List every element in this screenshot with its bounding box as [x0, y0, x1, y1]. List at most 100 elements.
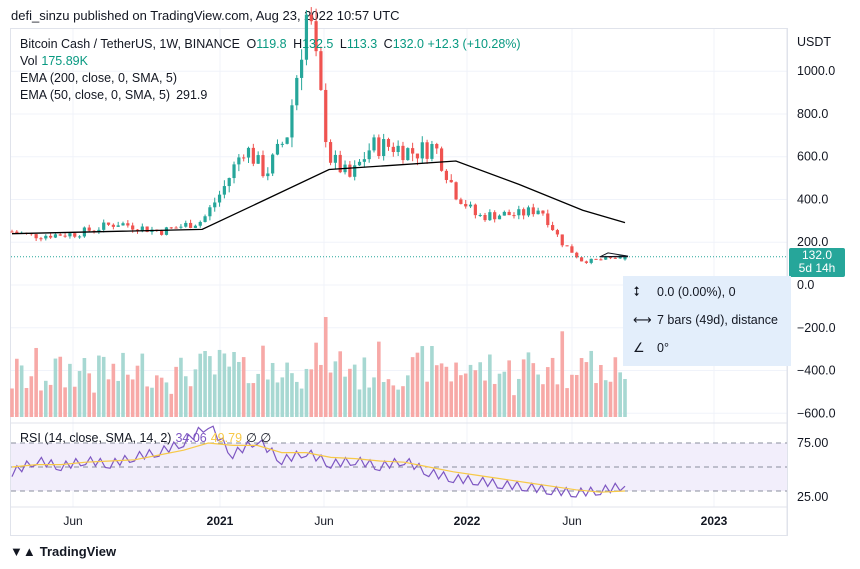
measure-bars-row: ⟷ 7 bars (49d), distance — [633, 312, 778, 328]
rsi-tick-label: 25.00 — [797, 490, 828, 504]
volume-bar — [212, 374, 217, 417]
price-tick-label: −400.0 — [797, 364, 836, 378]
candle-body — [208, 207, 212, 217]
rsi-extra: ∅ ∅ — [246, 431, 272, 445]
open-value: 119.8 — [256, 37, 287, 51]
volume-bar — [150, 387, 154, 417]
volume-bar — [333, 361, 338, 417]
volume-bar — [343, 376, 347, 417]
volume-bar — [608, 381, 613, 417]
candle-body — [295, 77, 299, 106]
price-tick-label: 0.0 — [797, 278, 814, 292]
volume-bar — [507, 360, 511, 417]
time-tick-label: 2023 — [701, 514, 728, 528]
volume-bar — [290, 373, 294, 417]
volume-bar — [415, 352, 420, 417]
legend-volume-row[interactable]: Vol 175.89K — [20, 53, 521, 70]
candle-body — [382, 139, 386, 157]
candle-body — [599, 259, 603, 261]
change-value: +12.3 (+10.28%) — [427, 37, 521, 51]
volume-bar — [594, 383, 598, 417]
candle-body — [314, 21, 318, 52]
candle-body — [512, 215, 516, 217]
candle-body — [251, 147, 255, 164]
volume-bar — [193, 369, 198, 417]
candle-body — [570, 246, 574, 253]
time-tick-label: Jun — [562, 514, 581, 528]
symbol-title[interactable]: Bitcoin Cash / TetherUS, 1W, BINANCE — [20, 37, 240, 51]
volume-bar — [111, 363, 116, 417]
rsi-legend[interactable]: RSI (14, close, SMA, 14, 2) 34.06 49.79 ∅ ∅ — [20, 430, 271, 445]
price-tick-label: 800.0 — [797, 107, 828, 121]
legend-symbol-row: Bitcoin Cash / TetherUS, 1W, BINANCE O11… — [20, 36, 521, 53]
candle-body — [290, 105, 294, 138]
candle-body — [604, 257, 608, 260]
volume-bar — [155, 375, 159, 417]
volume-bar — [357, 389, 362, 417]
candle-body — [131, 225, 135, 230]
volume-bar — [367, 387, 371, 417]
candle-body — [546, 213, 550, 226]
volume-bar — [454, 362, 458, 417]
volume-bar — [68, 363, 72, 417]
candle-body — [594, 258, 598, 260]
volume-bar — [483, 380, 487, 417]
volume-bar — [459, 375, 463, 417]
legend-ema50-row[interactable]: EMA (50, close, 0, SMA, 5) 291.9 — [20, 87, 521, 104]
candle-body — [483, 214, 487, 221]
candle-body — [328, 142, 333, 163]
volume-bar — [323, 317, 328, 417]
close-label: C — [383, 37, 393, 51]
candle-body — [97, 229, 101, 232]
volume-bar — [348, 368, 352, 417]
volume-bars — [10, 317, 627, 417]
candle-body — [280, 143, 284, 145]
volume-value: 175.89K — [41, 54, 88, 68]
candle-body — [541, 210, 545, 214]
candle-body — [377, 137, 381, 157]
volume-bar — [488, 354, 492, 417]
volume-bar — [613, 357, 618, 417]
ema50-line — [11, 160, 626, 235]
candle-body — [435, 144, 439, 149]
candle-body — [164, 227, 169, 235]
candle-body — [203, 216, 207, 222]
high-label: H — [293, 37, 303, 51]
volume-bar — [314, 342, 318, 417]
candle-body — [102, 222, 106, 230]
volume-bar — [34, 347, 38, 417]
volume-bar — [227, 366, 232, 417]
legend-ema200-row[interactable]: EMA (200, close, 0, SMA, 5) — [20, 70, 521, 87]
candle-body — [575, 252, 579, 258]
candle-body — [401, 145, 405, 161]
volume-bar — [280, 377, 285, 417]
chart-legend: Bitcoin Cash / TetherUS, 1W, BINANCE O11… — [20, 36, 521, 104]
volume-bar — [39, 390, 43, 417]
candle-body — [565, 245, 569, 247]
candle-body — [430, 144, 434, 159]
candle-body — [116, 225, 120, 227]
candle-body — [140, 226, 144, 232]
tradingview-logo[interactable]: ▼▲ TradingView — [10, 544, 116, 559]
candle-body — [613, 257, 617, 259]
candle-body — [121, 223, 125, 226]
low-value: 113.3 — [346, 37, 378, 51]
price-tick-label: 1000.0 — [797, 64, 835, 78]
volume-bar — [188, 386, 193, 417]
candle-body — [531, 207, 535, 215]
volume-bar — [169, 393, 174, 417]
volume-bar — [145, 386, 149, 417]
candle-body — [550, 225, 555, 231]
candle-body — [589, 258, 593, 263]
candle-body — [261, 155, 265, 177]
rsi-tick-label: 75.00 — [797, 436, 828, 450]
candle-body — [517, 209, 521, 216]
volume-bar — [531, 363, 536, 417]
volume-bar — [463, 373, 468, 417]
volume-bar — [222, 353, 227, 417]
volume-bar — [618, 372, 622, 417]
volume-bar — [116, 380, 120, 417]
volume-bar — [430, 346, 434, 417]
candle-body — [324, 89, 328, 143]
